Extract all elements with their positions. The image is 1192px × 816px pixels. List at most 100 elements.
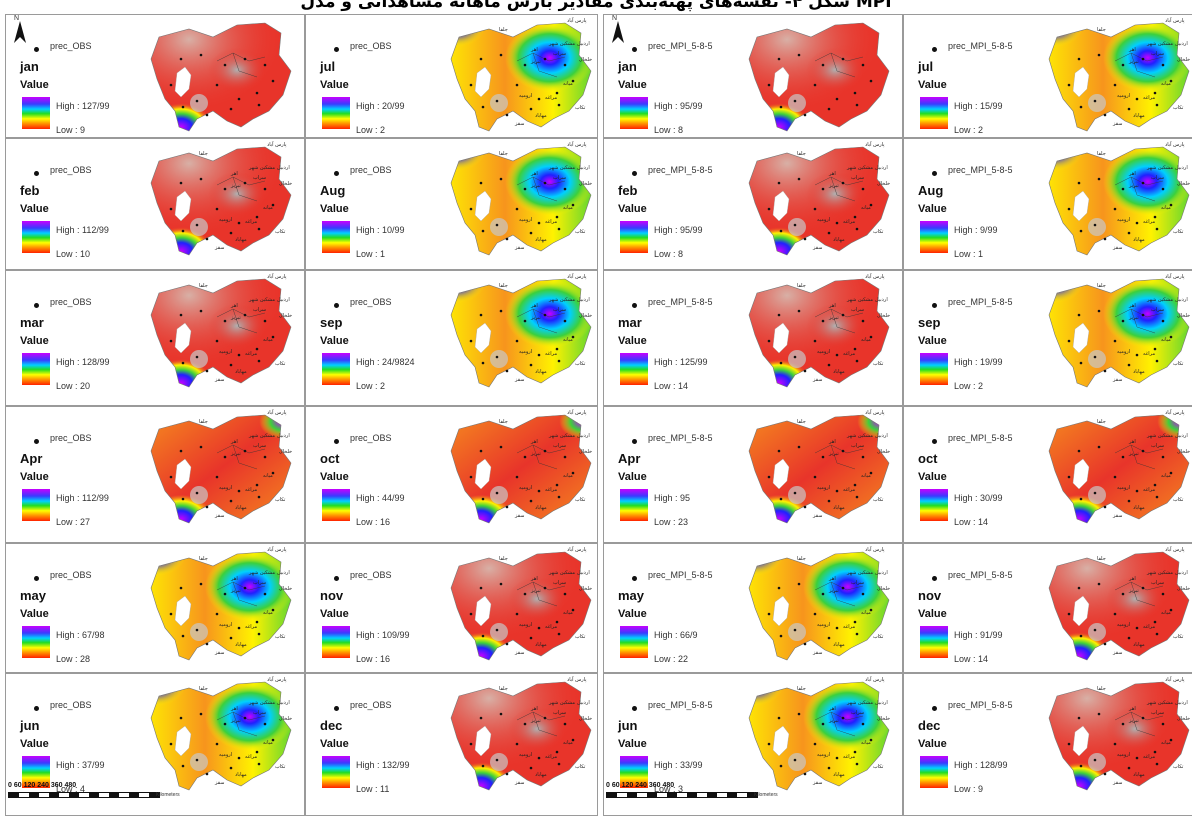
city-label: جلفا — [199, 556, 208, 562]
lake-urmia — [174, 66, 192, 98]
color-ramp — [322, 626, 350, 658]
city-label: ارومیه — [519, 217, 532, 223]
station-point — [469, 83, 473, 87]
map-legend: prec_OBS sep Value High : 24/9824 Low : 2 — [312, 275, 452, 395]
station-point — [841, 449, 845, 453]
precipitation-map: پارس آباد جلفا اردبیل خلخال مشکین شهر اهر تبری… — [441, 271, 597, 393]
legend-low-prefix: Low : — [654, 125, 679, 135]
station-point — [479, 181, 483, 185]
city-label: میانه — [1161, 473, 1171, 479]
precipitation-map: پارس آباد جلفا اردبیل خلخال مشکین شهر اهر تبری… — [441, 674, 597, 796]
legend-high-value: 112/99 — [82, 493, 109, 503]
month-label: jul — [320, 59, 336, 74]
series-name: prec_OBS — [350, 700, 392, 710]
precipitation-surface — [451, 147, 591, 255]
station-point — [495, 491, 499, 495]
legend-high-prefix: High : — [954, 630, 981, 640]
station-point — [563, 319, 567, 323]
city-label: مهاباد — [833, 237, 845, 243]
station-point — [861, 592, 865, 596]
city-label: میانه — [1161, 740, 1171, 746]
station-point — [555, 750, 559, 754]
station-point — [481, 105, 485, 109]
city-label: خلخال — [1177, 449, 1190, 455]
precipitation-map: پارس آباد جلفا اردبیل خلخال مشکین شهر اهر تبری… — [1039, 271, 1192, 393]
series-name: prec_MPI_5-8-5 — [948, 41, 1013, 51]
station-point — [557, 227, 561, 231]
city-label: مشکین شهر — [1146, 433, 1173, 439]
city-label: مهاباد — [535, 642, 547, 648]
map-panel: prec_OBS Apr Value High : 112/99 Low : 27 پار… — [5, 406, 305, 543]
station-point — [195, 355, 199, 359]
map-panel: prec_MPI_5-8-5 jul Value High : 15/99 Low : … — [903, 14, 1192, 138]
station-point — [1093, 223, 1097, 227]
city-label: اهر — [530, 706, 538, 712]
city-label: میانه — [861, 610, 871, 616]
station-point — [255, 483, 259, 487]
legend-value-label: Value — [618, 335, 647, 347]
station-point — [529, 499, 533, 503]
legend-high-value: 10/99 — [382, 225, 405, 235]
station-point — [271, 203, 275, 207]
city-label: تکاب — [873, 497, 884, 503]
station-point — [1113, 83, 1117, 87]
city-label: خلخال — [877, 716, 890, 722]
city-label: جلفا — [199, 419, 208, 425]
legend-low: Low : 22 — [654, 654, 688, 664]
city-label: اردبیل — [277, 433, 290, 439]
legend-low: Low : 23 — [654, 517, 688, 527]
city-label: مشکین شهر — [1146, 700, 1173, 706]
station-point — [803, 772, 807, 776]
city-label: خلخال — [877, 181, 890, 187]
series-name: prec_OBS — [350, 165, 392, 175]
city-label: سراب — [553, 175, 566, 181]
station-point — [1097, 582, 1101, 586]
legend-low-prefix: Low : — [356, 381, 381, 391]
city-label: مشکین شهر — [846, 297, 873, 303]
city-label: میانه — [563, 337, 573, 343]
station-point — [841, 57, 845, 61]
legend-high-prefix: High : — [356, 225, 383, 235]
station-point — [263, 319, 267, 323]
city-label: تبریز — [230, 451, 241, 457]
city-label: مهاباد — [535, 113, 547, 119]
station-point — [1169, 471, 1173, 475]
legend-value-label: Value — [618, 471, 647, 483]
station-point — [1153, 347, 1157, 351]
station-point — [1079, 229, 1083, 233]
precipitation-map — [141, 15, 301, 137]
lake-urmia — [474, 725, 492, 757]
station-point — [1153, 215, 1157, 219]
station-point — [223, 187, 227, 191]
map-legend: prec_MPI_5-8-5 jun Value High : 33/99 Low : … — [610, 678, 750, 798]
legend-high-prefix: High : — [654, 630, 681, 640]
station-point — [195, 223, 199, 227]
precipitation-map: پارس آباد جلفا اردبیل خلخال مشکین شهر اهر تبری… — [441, 544, 597, 666]
station-point — [169, 339, 173, 343]
city-label: خلخال — [1177, 716, 1190, 722]
legend-high-value: 33/99 — [680, 760, 703, 770]
city-label: اهر — [230, 439, 238, 445]
city-label: مراغه — [1143, 487, 1155, 493]
station-point — [793, 491, 797, 495]
legend-low-prefix: Low : — [356, 125, 381, 135]
station-point — [1161, 319, 1165, 323]
city-label: سقز — [812, 513, 822, 519]
city-label: مهاباد — [1133, 113, 1145, 119]
station-point — [1153, 91, 1157, 95]
series-name: prec_MPI_5-8-5 — [948, 297, 1013, 307]
city-label: ارومیه — [817, 217, 830, 223]
month-label: mar — [20, 315, 44, 330]
station-point — [821, 722, 825, 726]
map-panel: prec_MPI_5-8-5 sep Value High : 19/99 Low : … — [903, 270, 1192, 406]
city-label: سراب — [553, 307, 566, 313]
legend-value-label: Value — [20, 471, 49, 483]
city-label: تکاب — [575, 634, 586, 640]
legend-low: Low : 1 — [954, 249, 983, 259]
station-point — [1067, 742, 1071, 746]
north-label: N — [612, 15, 618, 22]
map-legend: prec_OBS feb Value High : 112/99 Low : 10 — [12, 143, 152, 263]
city-label: مهاباد — [833, 369, 845, 375]
station-point — [571, 471, 575, 475]
legend-high: High : 15/99 — [954, 101, 1003, 111]
